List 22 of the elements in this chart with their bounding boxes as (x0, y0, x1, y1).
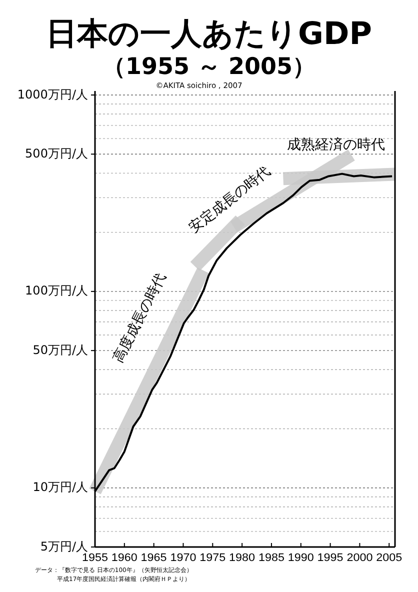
y-tick-label: 50万円/人 (32, 342, 88, 357)
x-tick-label: 1955 (82, 552, 108, 564)
x-tick-label: 1980 (229, 552, 256, 564)
chart-title: 日本の一人あたりGDP (46, 16, 372, 52)
x-tick-label: 2000 (346, 552, 373, 564)
y-tick-label: 1000万円/人 (17, 87, 88, 102)
x-tick-label: 1975 (200, 552, 226, 564)
x-tick-label: 1965 (140, 552, 167, 564)
annotation: 安定成長の時代 (186, 163, 274, 236)
annotation: 成熟経済の時代 (287, 136, 385, 153)
y-tick-label: 100万円/人 (25, 284, 88, 298)
x-tick-label: 1990 (288, 552, 314, 564)
x-tick-label: 1985 (258, 552, 284, 564)
y-tick-label: 5万円/人 (40, 539, 88, 554)
x-tick-label: 1960 (111, 552, 138, 564)
x-tick-label: 1970 (170, 552, 196, 564)
x-tick-label: 1995 (317, 552, 344, 564)
chart-subtitle: （1955 ～ 2005） (102, 54, 316, 80)
x-tick-label: 2005 (376, 552, 402, 564)
y-tick-label: 10万円/人 (32, 480, 88, 494)
y-tick-label: 500万円/人 (25, 146, 88, 160)
annotation: 高度成長の時代 (110, 270, 170, 366)
